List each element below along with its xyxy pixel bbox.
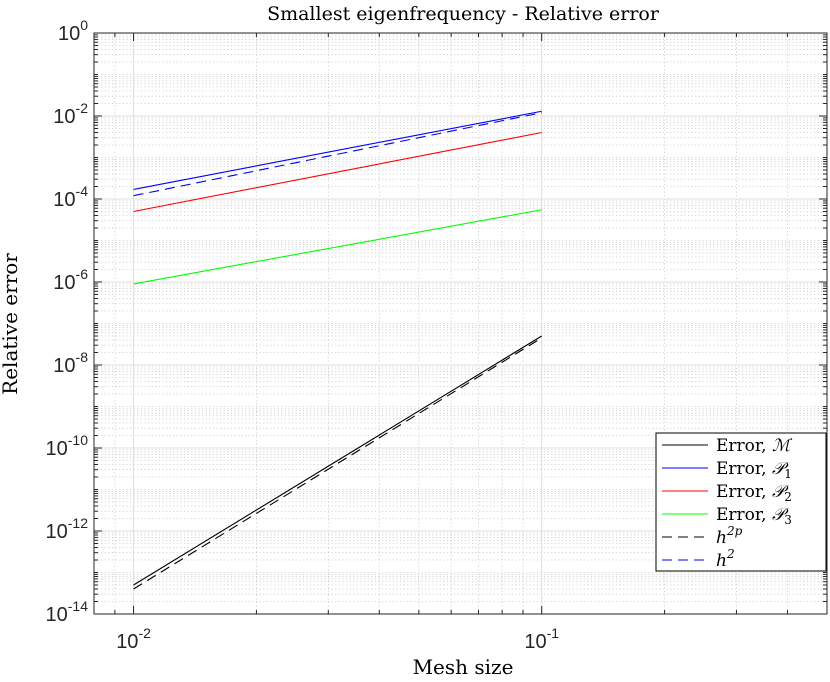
series-line-4 [133,209,542,285]
series-line-6 [133,112,542,197]
chart-title: Smallest eigenfrequency - Relative error [267,3,660,25]
legend-label-6: h2 [716,547,735,571]
x-tick-label: 10-2 [116,625,151,653]
series-line-3 [133,131,542,213]
series-lines [133,110,542,590]
legend-label-5: h2p [716,524,743,548]
legend-box [655,432,827,572]
y-tick-label: 10-8 [53,349,88,377]
x-tick-labels: 10-2 10-1 [116,625,559,653]
y-tick-label: 10-10 [46,432,89,460]
x-axis-label: Mesh size [413,655,514,679]
y-tick-label: 10-12 [46,515,89,543]
y-tick-label: 10-6 [53,266,88,294]
series-line-1 [133,335,542,586]
y-tick-labels: 10-14 10-12 10-10 10-8 10-6 10-4 10-2 100 [46,17,89,626]
y-tick-label: 100 [58,17,88,45]
legend-label-3: Error, 𝒫2 [716,482,792,504]
x-tick-label: 10-1 [524,625,559,653]
y-axis-label: Relative error [0,253,22,395]
legend-label-2: Error, 𝒫1 [716,459,792,481]
y-tick-label: 10-4 [53,183,88,211]
legend-label-1: Error, ℳ [716,436,793,456]
series-line-2 [133,110,542,190]
y-tick-label: 10-14 [46,598,89,626]
y-tick-label: 10-2 [53,100,88,128]
